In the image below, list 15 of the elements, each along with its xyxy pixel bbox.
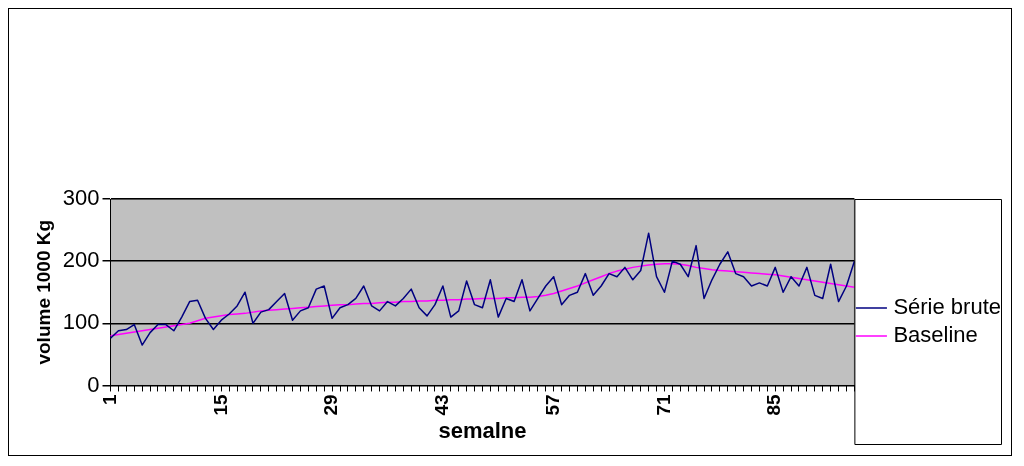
x-tick-label: 43 [431,394,453,416]
x-tick-label: 85 [763,394,785,416]
legend-label: Baseline [893,322,978,348]
x-axis-title: semalne [438,417,527,443]
x-tick-label: 71 [652,394,674,416]
x-tick-label: 57 [541,394,563,416]
legend-label: Série brute [893,294,1002,320]
x-tick-label: 15 [209,394,231,416]
y-axis-title: volume 1000 Kg [32,219,54,365]
y-tick-label: 300 [62,185,100,211]
x-tick-label: 29 [320,394,342,416]
x-tick-label: 1 [98,394,120,406]
y-tick-label: 200 [62,247,100,273]
y-tick-label: 0 [87,371,100,397]
y-tick-label: 100 [62,309,100,335]
